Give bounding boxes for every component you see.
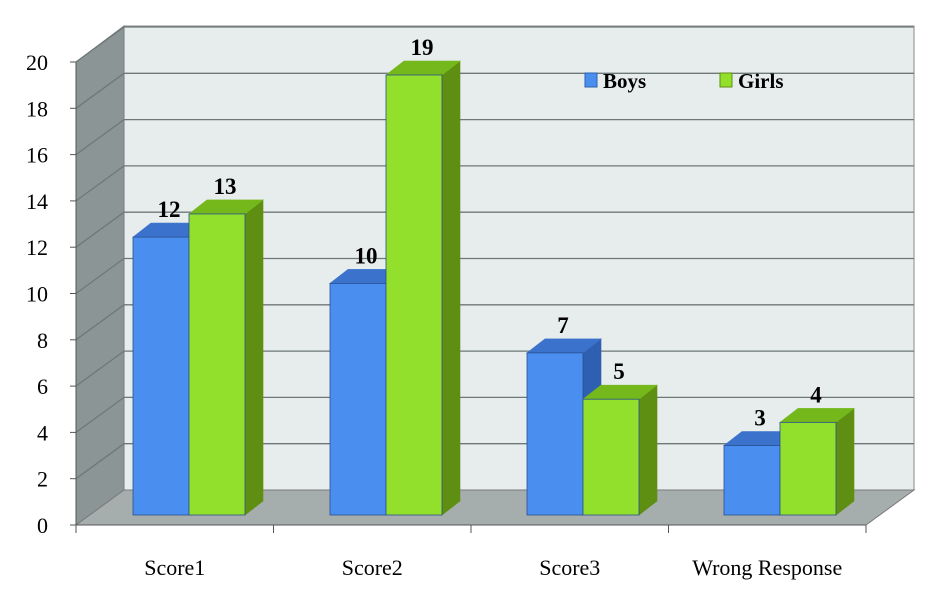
x-tick-label: Score3 (539, 555, 600, 580)
legend: Boys Girls (584, 69, 784, 93)
y-tick-label: 4 (37, 420, 48, 445)
y-tick-label: 20 (26, 50, 48, 75)
gridline-side (75, 443, 125, 480)
data-labels: 12 10 7 3 13 19 5 4 (158, 35, 823, 431)
gridline-side (75, 396, 125, 433)
bar-boys-wrong-response (723, 445, 781, 516)
y-tick-label: 6 (37, 374, 48, 399)
bar-side (244, 199, 264, 516)
axes: 0 2 4 6 8 10 12 14 16 18 20 Score1 Score2 Score3 Wrong… (26, 50, 867, 580)
bar-side (835, 407, 855, 516)
y-tick-label: 8 (37, 328, 48, 353)
gridline-side (75, 72, 125, 109)
bar-side (441, 60, 461, 516)
bar-girls-score3 (582, 398, 640, 516)
gridline-side (75, 350, 125, 387)
bar-boys-score2 (329, 283, 387, 516)
y-tick-label: 18 (26, 96, 48, 121)
bar-girls-score2 (385, 74, 443, 516)
bar-side (638, 384, 658, 516)
y-tick-label: 14 (26, 189, 48, 214)
legend-swatch-boys (584, 72, 598, 88)
bar-boys-score3 (526, 352, 584, 516)
data-label: 4 (810, 382, 822, 407)
data-label: 12 (158, 197, 181, 222)
gridline-side (75, 165, 125, 202)
data-label: 5 (613, 359, 625, 384)
data-label: 3 (754, 406, 766, 431)
y-tick-label: 16 (26, 143, 48, 168)
y-tick-label: 12 (26, 235, 48, 260)
bar-boys-score1 (132, 236, 190, 516)
x-tick-label: Wrong Response (692, 555, 842, 580)
data-label: 7 (557, 313, 569, 338)
data-label: 13 (214, 174, 237, 199)
gridline-side (75, 257, 125, 295)
x-tick-label: Score2 (342, 555, 403, 580)
gridline-side (75, 119, 125, 156)
bar-girls-score1 (188, 213, 246, 516)
legend-swatch-girls (719, 72, 733, 88)
y-tick-label: 0 (37, 513, 48, 538)
gridline-side (75, 304, 125, 341)
legend-label-girls: Girls (738, 69, 784, 93)
data-label: 10 (355, 243, 378, 268)
bar-girls-wrong-response (779, 421, 837, 516)
gridline-side (75, 26, 125, 63)
x-tick-label: Score1 (144, 555, 205, 580)
y-tick-label: 10 (26, 282, 48, 307)
y-tick-label: 2 (37, 467, 48, 492)
legend-label-boys: Boys (603, 69, 646, 93)
bars (132, 60, 855, 516)
data-label: 19 (411, 35, 434, 60)
gridline-side (75, 211, 125, 248)
